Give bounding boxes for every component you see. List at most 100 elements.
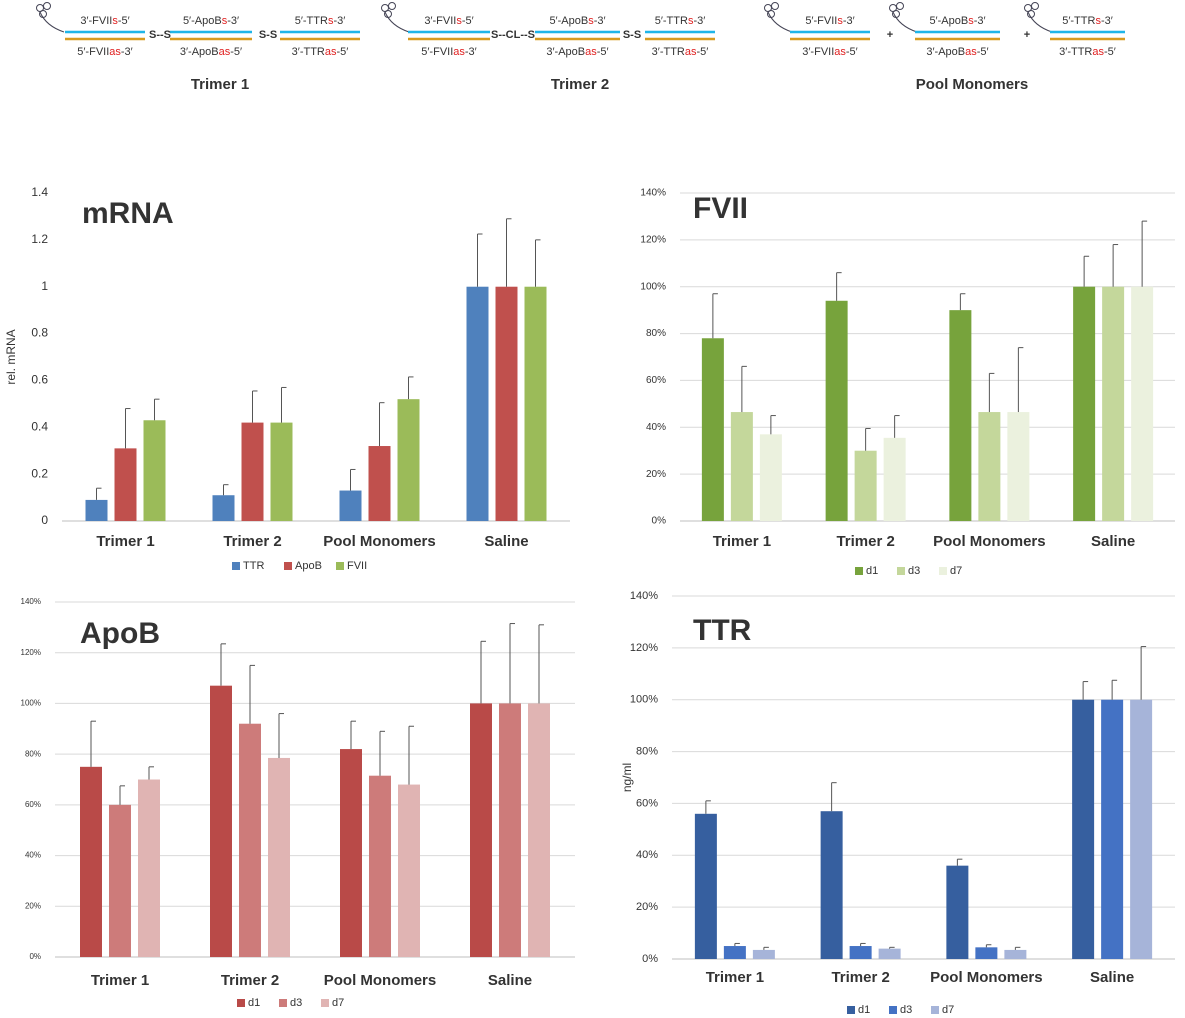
y-tick-label: 1.4: [31, 185, 48, 199]
strand-end: -5′: [462, 15, 474, 27]
strand-modifier: as: [834, 46, 846, 58]
ligand-tether: [767, 11, 793, 33]
error-bar: [90, 720, 96, 767]
strand-name: 5′-FVII: [805, 15, 837, 27]
strand-modifier: as: [965, 46, 977, 58]
y-tick-label: 100%: [21, 699, 41, 708]
bar: [397, 399, 420, 521]
legend-swatch: [237, 999, 245, 1007]
strand-label: 5′-FVIIas-3′: [77, 46, 132, 58]
x-tick-label: Pool Monomers: [930, 969, 1043, 986]
error-bar: [509, 623, 515, 704]
strand-label: 3′-TTRas-5′: [292, 46, 349, 58]
y-tick-label: 20%: [636, 901, 658, 913]
construct-caption: Trimer 2: [551, 76, 609, 93]
legend-label: d1: [248, 997, 260, 1009]
error-bar: [506, 218, 512, 287]
y-tick-label: 60%: [636, 797, 658, 809]
bar: [340, 749, 362, 957]
y-tick-label: 40%: [636, 849, 658, 861]
strand-end: -5′: [1104, 46, 1116, 58]
ligand-icon: [764, 2, 793, 33]
y-tick-label: 40%: [646, 422, 666, 433]
legend-swatch: [939, 567, 947, 575]
legend-label: d7: [942, 1004, 954, 1016]
strand-label: 3′-ApoBas-5′: [546, 46, 608, 58]
error-bar: [249, 664, 255, 724]
x-tick-label: Saline: [1090, 969, 1134, 986]
strand-name: 3′-ApoB: [546, 46, 585, 58]
linker-label: +: [1024, 29, 1030, 41]
x-tick-label: Trimer 2: [221, 972, 279, 989]
bar: [949, 310, 972, 521]
strand-end: -3′: [594, 15, 606, 27]
strand-label: 5′-TTRs-3′: [655, 15, 706, 27]
strand-end: -3′: [843, 15, 855, 27]
error-bar: [119, 785, 125, 805]
strand-label: 3′-FVIIs-5′: [80, 15, 129, 27]
strand-modifier: s: [588, 15, 594, 27]
strand-name: 3′-ApoB: [180, 46, 219, 58]
chart-title: FVII: [693, 192, 748, 225]
error-bar: [712, 293, 718, 339]
ligand-tether: [1027, 11, 1053, 33]
legend-swatch: [855, 567, 863, 575]
error-bar: [480, 640, 486, 704]
legend-label: d3: [290, 997, 302, 1009]
linker-label: S--CL--S: [491, 29, 535, 41]
y-tick-label: 80%: [646, 328, 666, 339]
x-tick-label: Pool Monomers: [323, 533, 436, 550]
y-tick-label: 20%: [25, 901, 41, 910]
legend-label: d1: [866, 565, 878, 577]
error-bar: [96, 487, 102, 500]
error-bar: [1140, 646, 1147, 700]
y-tick-label: 80%: [25, 749, 41, 758]
ligand-loop: [388, 2, 396, 10]
x-tick-label: Trimer 2: [223, 533, 281, 550]
strand-label: 3′-TTRas-5′: [652, 46, 709, 58]
bar: [1102, 286, 1125, 521]
bar: [143, 420, 166, 521]
strand-end: -5′: [230, 46, 242, 58]
strand-modifier: s: [688, 15, 694, 27]
y-tick-label: 140%: [21, 597, 41, 606]
strand-label: 5′-TTRs-3′: [295, 15, 346, 27]
strand-name: 5′-TTR: [655, 15, 688, 27]
error-bar: [988, 372, 995, 413]
chart-title: ApoB: [80, 617, 160, 650]
strand-end: -3′: [121, 46, 133, 58]
strand-modifier: as: [453, 46, 465, 58]
bar: [978, 412, 1001, 521]
x-tick-label: Trimer 2: [831, 969, 889, 986]
bar: [878, 948, 901, 959]
error-bar: [860, 942, 866, 947]
strand-end: -3′: [693, 15, 705, 27]
bar: [210, 685, 232, 957]
bar: [114, 448, 137, 521]
error-bar: [535, 239, 541, 287]
legend-label: d7: [950, 565, 962, 577]
y-tick-label: 0%: [29, 952, 41, 961]
bar: [730, 412, 753, 521]
error-bar: [408, 376, 414, 400]
linker-label: S-S: [259, 29, 277, 41]
legend-label: d7: [332, 997, 344, 1009]
strand-label: 3′-FVIIas-5′: [802, 46, 857, 58]
construct-caption: Pool Monomers: [916, 76, 1029, 93]
legend-swatch: [232, 562, 240, 570]
bar: [241, 422, 264, 521]
ligand-loop: [43, 2, 51, 10]
bar: [946, 865, 969, 959]
strand-name: 5′-FVII: [421, 46, 453, 58]
error-bar: [281, 386, 287, 423]
error-bar: [741, 365, 747, 413]
error-bar: [350, 720, 356, 750]
strand-name: 3′-FVII: [80, 15, 112, 27]
error-bar: [1141, 220, 1148, 287]
strand-end: -3′: [1101, 15, 1113, 27]
bar: [1004, 949, 1027, 959]
bar: [701, 338, 724, 521]
strand-end: -3′: [974, 15, 986, 27]
strand-name: 5′-FVII: [77, 46, 109, 58]
ligand-icon: [1024, 2, 1053, 33]
